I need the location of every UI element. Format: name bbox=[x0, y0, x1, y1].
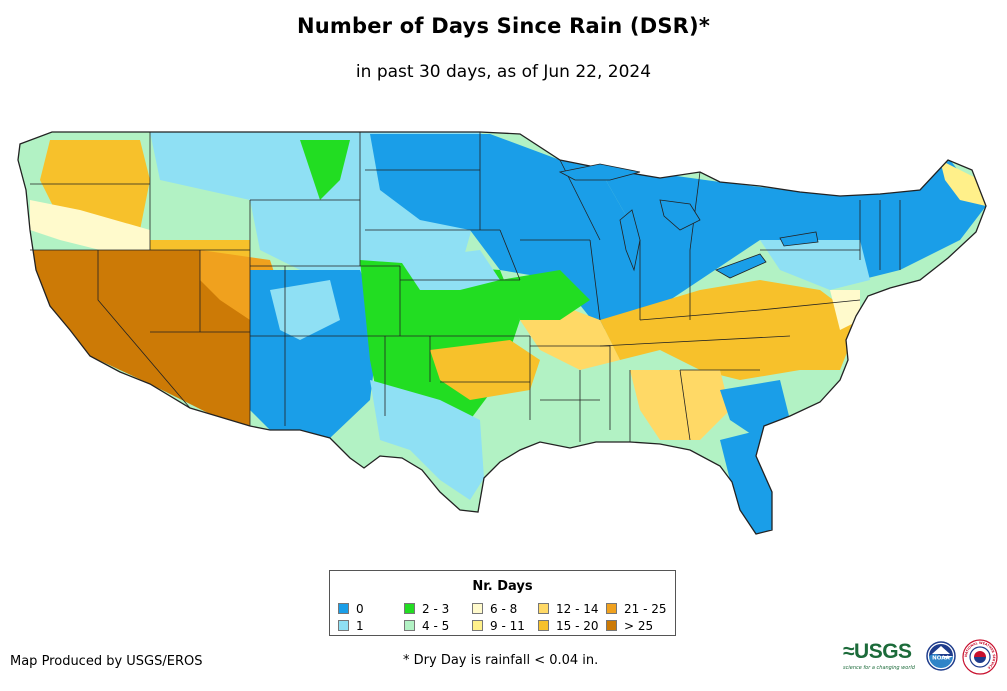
great-lakes bbox=[558, 163, 819, 279]
legend-swatch bbox=[606, 620, 617, 631]
legend-swatch bbox=[338, 603, 349, 614]
dsr-color-regions bbox=[18, 132, 986, 534]
legend-swatch bbox=[404, 603, 415, 614]
usgs-tagline: science for a changing world bbox=[843, 665, 915, 671]
map-subtitle: in past 30 days, as of Jun 22, 2024 bbox=[355, 62, 652, 82]
legend-label: 9 - 11 bbox=[490, 619, 525, 633]
usgs-logo-text: ≈USGS bbox=[843, 640, 912, 663]
legend-swatch bbox=[472, 620, 483, 631]
legend-swatch bbox=[606, 603, 617, 614]
map-title: Number of Days Since Rain (DSR)* bbox=[296, 14, 711, 38]
legend-label: 0 bbox=[356, 602, 364, 616]
dsr-map bbox=[17, 131, 987, 535]
legend-label: 4 - 5 bbox=[422, 619, 450, 633]
legend-label: 1 bbox=[356, 619, 364, 633]
legend-label: 12 - 14 bbox=[556, 602, 599, 616]
producer-credit: Map Produced by USGS/EROS bbox=[10, 654, 203, 669]
legend-swatch bbox=[338, 620, 349, 631]
legend-swatch bbox=[538, 620, 549, 631]
dry-day-footnote: * Dry Day is rainfall < 0.04 in. bbox=[403, 653, 599, 668]
legend-swatch bbox=[404, 620, 415, 631]
state-boundaries bbox=[17, 131, 987, 535]
legend-swatch bbox=[472, 603, 483, 614]
noaa-logo: NOAA bbox=[926, 641, 956, 671]
usgs-logo: ≈USGS science for a changing world bbox=[843, 640, 921, 674]
legend-label: 21 - 25 bbox=[624, 602, 667, 616]
legend-title: Nr. Days bbox=[472, 579, 533, 594]
legend-label: 2 - 3 bbox=[422, 602, 450, 616]
noaa-logo-text: NOAA bbox=[932, 656, 950, 662]
legend-label: > 25 bbox=[624, 619, 654, 633]
legend-swatch bbox=[538, 603, 549, 614]
legend-label: 15 - 20 bbox=[556, 619, 599, 633]
nws-logo: NATIONAL WEATHER SERVICE bbox=[962, 639, 998, 675]
legend: Nr. Days 0 1 2 - 3 4 - 5 6 - 8 9 - 11 12… bbox=[329, 570, 676, 636]
legend-label: 6 - 8 bbox=[490, 602, 518, 616]
